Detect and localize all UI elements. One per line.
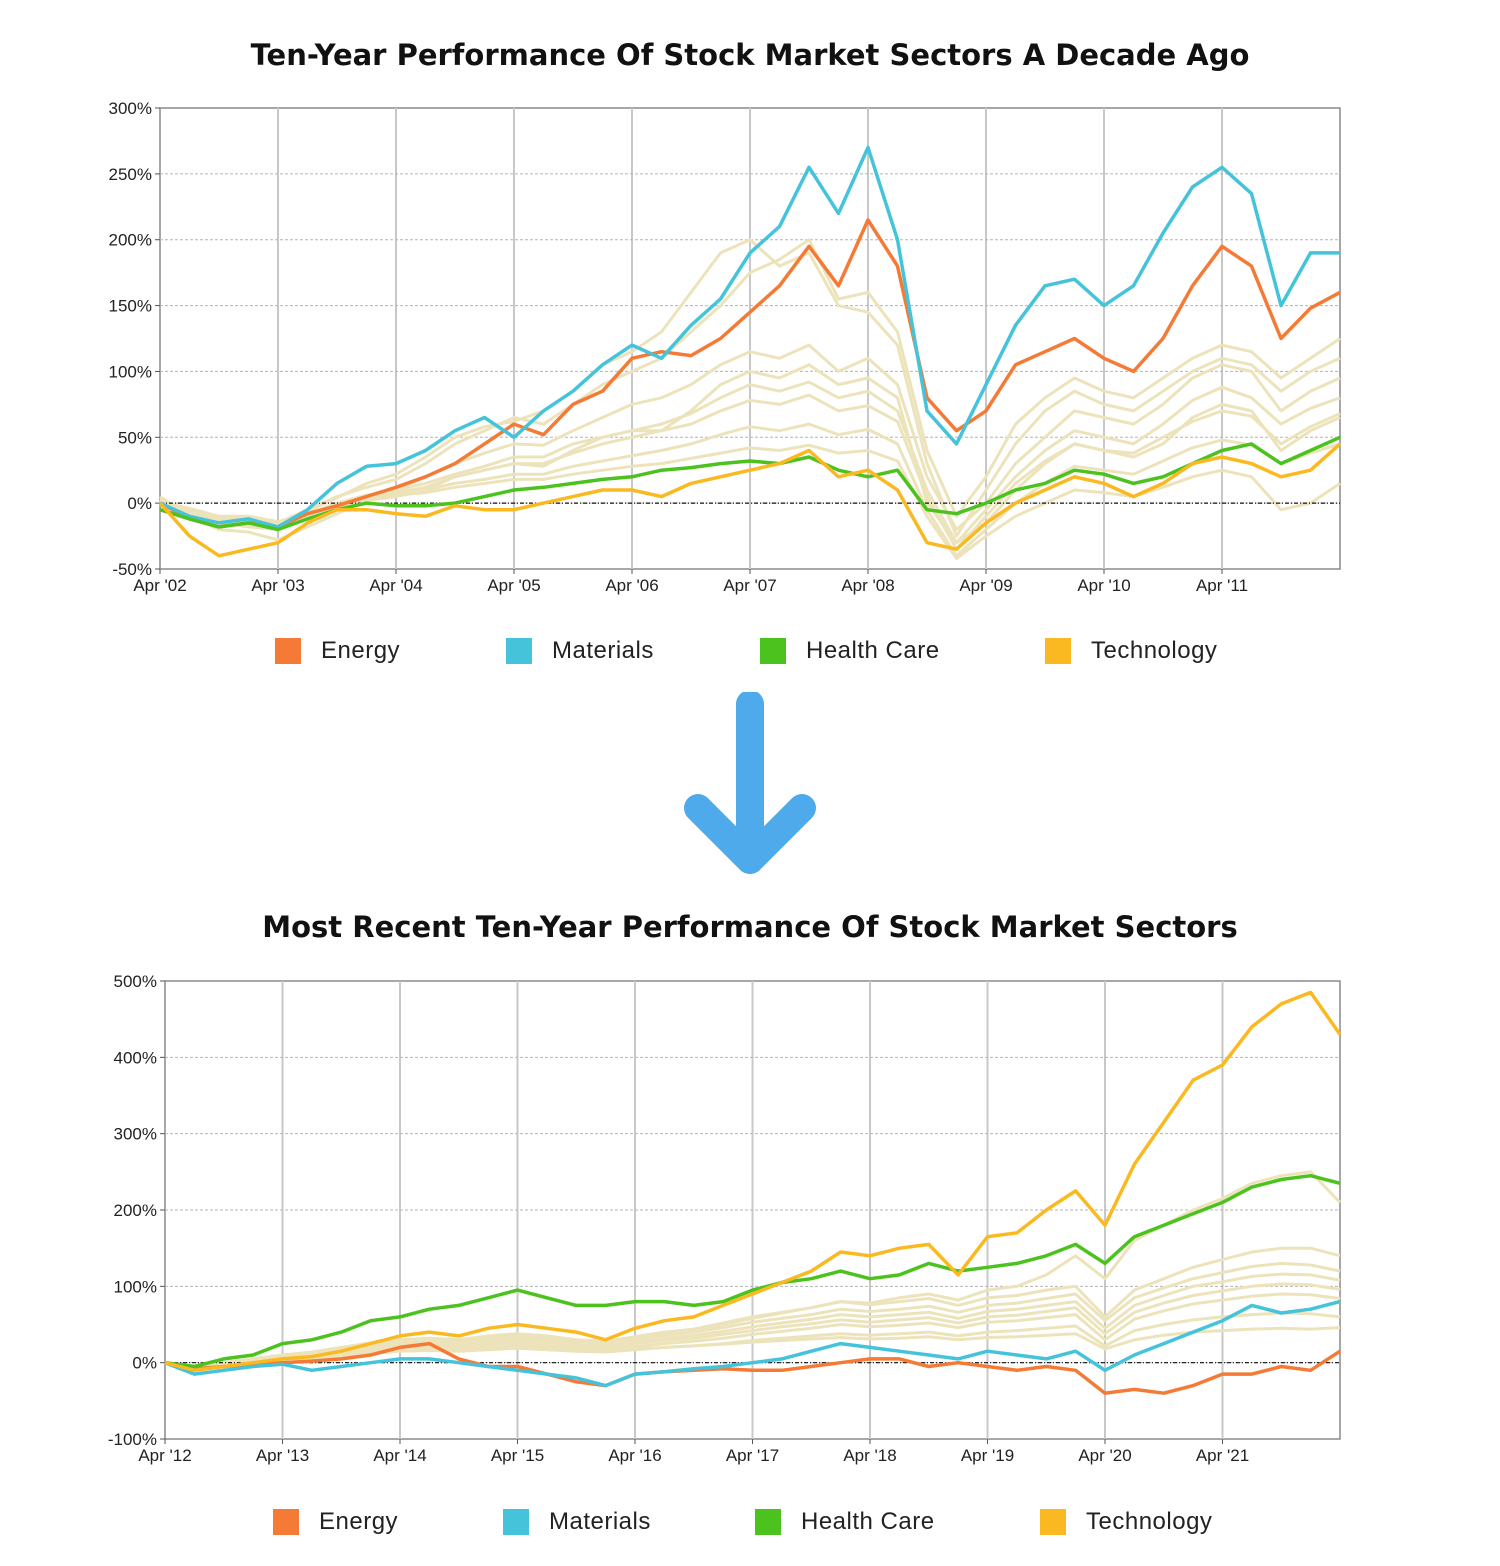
x-tick-label: Apr '07 [723, 576, 776, 595]
x-tick-label: Apr '04 [369, 576, 422, 595]
series-line-technology [158, 442, 1342, 558]
legend-label: Materials [549, 1508, 651, 1535]
legend-item-energy: Energy [275, 631, 400, 671]
series-line-technology [164, 990, 1342, 1373]
x-tick-label: Apr '20 [1078, 1446, 1131, 1465]
legend-swatch [503, 1509, 529, 1535]
line-chart-top: Apr '02 Apr '03 Apr '04 Apr '05 Apr '06 Apr '… [109, 99, 1342, 595]
y-tick-label: 50% [118, 428, 152, 447]
x-tick-label: Apr '14 [373, 1446, 426, 1465]
y-tick-label: 200% [114, 1201, 157, 1220]
x-tick-label: Apr '19 [961, 1446, 1014, 1465]
series-line-background [164, 1326, 1341, 1369]
y-tick-label: 500% [114, 972, 157, 991]
y-tick-label: 300% [114, 1125, 157, 1144]
y-tick-label: 150% [109, 297, 152, 316]
legend-item-health-care: Health Care [760, 631, 940, 671]
y-tick-label: 100% [114, 1277, 157, 1296]
x-tick-label: Apr '10 [1077, 576, 1130, 595]
series-line-background [159, 238, 1341, 525]
series-line-health-care [159, 435, 1341, 532]
series-line-materials [159, 145, 1340, 529]
x-tick-label: Apr '16 [608, 1446, 661, 1465]
x-tick-label: Apr '08 [841, 576, 894, 595]
x-tick-label: Apr '13 [256, 1446, 309, 1465]
legend-label: Health Care [801, 1508, 935, 1535]
legend-label: Technology [1091, 637, 1218, 664]
chart-title-top: Ten-Year Performance Of Stock Market Sec… [250, 38, 1250, 72]
down-arrow-head [684, 794, 816, 874]
legend-item-technology: Technology [1040, 1502, 1212, 1542]
legend-label: Energy [321, 637, 401, 664]
legend-label: Technology [1086, 1508, 1213, 1535]
y-tick-label: 100% [109, 362, 152, 381]
legend-item-health-care: Health Care [755, 1502, 935, 1542]
legend-swatch [760, 638, 786, 664]
series-line-materials [164, 1299, 1341, 1388]
x-tick-label: Apr '05 [487, 576, 540, 595]
y-tick-label: 0% [127, 494, 152, 513]
series-line-energy [164, 1341, 1341, 1395]
series-line-health-care [164, 1173, 1341, 1369]
legend-item-materials: Materials [503, 1502, 651, 1542]
legend-label: Health Care [806, 637, 940, 664]
series-line-energy [159, 218, 1341, 529]
x-tick-label: Apr '06 [605, 576, 658, 595]
chart-title-bottom: Most Recent Ten-Year Performance Of Stoc… [262, 910, 1238, 944]
legend-swatch [273, 1509, 299, 1535]
legend-label: Energy [319, 1508, 399, 1535]
legend-swatch [1045, 638, 1071, 664]
series-line-background [159, 238, 1341, 538]
series-line-background [159, 380, 1341, 545]
y-tick-label: 300% [109, 99, 152, 118]
x-tick-label: Apr '11 [1196, 576, 1248, 595]
legend-item-technology: Technology [1045, 631, 1217, 671]
line-chart-bottom: Apr '12 Apr '13 Apr '14 Apr '15 Apr '16 Apr '… [108, 972, 1342, 1465]
x-tick-label: Apr '21 [1196, 1446, 1249, 1465]
y-tick-label: -100% [108, 1430, 157, 1449]
down-arrow-icon [684, 692, 816, 874]
y-tick-label: 0% [132, 1354, 157, 1373]
y-tick-label: 200% [109, 231, 152, 250]
legend-item-energy: Energy [273, 1502, 398, 1542]
x-tick-label: Apr '17 [726, 1446, 779, 1465]
series-line-background [164, 1282, 1341, 1371]
legend-bottom: Energy Materials Health Care Technology [0, 1502, 1500, 1542]
x-tick-label: Apr '18 [843, 1446, 896, 1465]
legend-label: Materials [552, 637, 654, 664]
legend-item-materials: Materials [506, 631, 654, 671]
x-tick-label: Apr '12 [138, 1446, 191, 1465]
x-tick-label: Apr '09 [959, 576, 1012, 595]
x-tick-label: Apr '15 [491, 1446, 544, 1465]
legend-swatch [1040, 1509, 1066, 1535]
legend-swatch [275, 638, 301, 664]
y-tick-label: 400% [114, 1048, 157, 1067]
legend-swatch [755, 1509, 781, 1535]
y-tick-label: -50% [112, 560, 152, 579]
x-tick-label: Apr '03 [251, 576, 304, 595]
series-line-background [159, 422, 1341, 558]
y-tick-label: 250% [109, 165, 152, 184]
legend-top: Energy Materials Health Care Technology [0, 631, 1500, 671]
legend-swatch [506, 638, 532, 664]
x-tick-label: Apr '02 [133, 576, 186, 595]
